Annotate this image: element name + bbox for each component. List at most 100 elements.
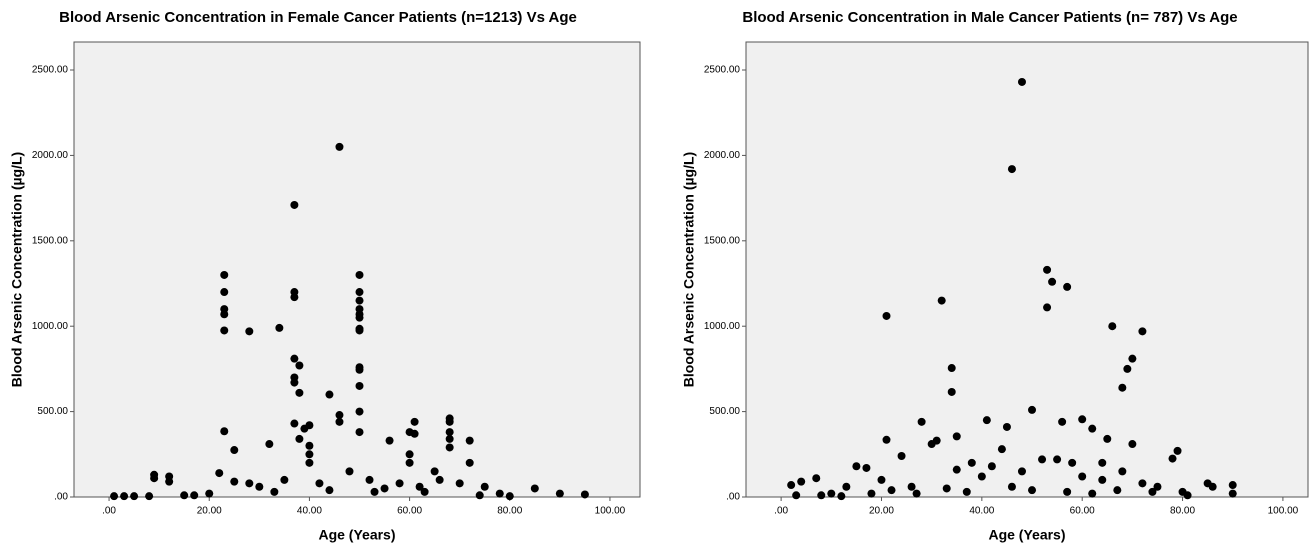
point <box>465 458 474 467</box>
point <box>345 467 354 476</box>
point <box>275 323 284 332</box>
point <box>917 417 926 426</box>
point <box>145 492 154 501</box>
point <box>365 475 374 484</box>
x-tick-label: 40.00 <box>297 506 322 517</box>
point <box>395 479 404 488</box>
point <box>230 446 239 455</box>
point <box>220 326 229 335</box>
point <box>967 458 976 467</box>
point <box>255 482 264 491</box>
point <box>165 477 174 486</box>
point <box>887 486 896 495</box>
point <box>150 474 159 483</box>
point <box>435 475 444 484</box>
point <box>1068 458 1077 467</box>
point <box>290 293 299 302</box>
y-tick-label: 2500.00 <box>32 65 69 76</box>
point <box>405 450 414 459</box>
point <box>505 492 514 501</box>
chart: Blood Arsenic Concentration in Female Ca… <box>9 9 641 543</box>
point <box>812 474 821 483</box>
point <box>300 424 309 433</box>
point <box>912 489 921 498</box>
point <box>827 489 836 498</box>
point <box>1138 327 1147 336</box>
point <box>445 417 454 426</box>
point <box>290 419 299 428</box>
point <box>1088 424 1097 433</box>
point <box>837 492 846 501</box>
y-tick-label: 1000.00 <box>704 321 741 332</box>
point <box>355 270 364 279</box>
point <box>952 465 961 474</box>
point <box>290 378 299 387</box>
point <box>295 361 304 370</box>
point <box>370 487 379 496</box>
point <box>530 484 539 493</box>
point <box>420 487 429 496</box>
point <box>270 487 279 496</box>
point <box>355 381 364 390</box>
point <box>130 492 139 501</box>
point <box>305 441 314 450</box>
point <box>1017 77 1026 86</box>
point <box>355 407 364 416</box>
point <box>475 491 484 500</box>
plot-area <box>745 41 1309 498</box>
point <box>1002 422 1011 431</box>
point <box>280 475 289 484</box>
point <box>380 484 389 493</box>
point <box>997 445 1006 454</box>
point <box>355 288 364 297</box>
x-tick-label: .00 <box>102 506 116 517</box>
point <box>1058 417 1067 426</box>
y-tick-label: 2000.00 <box>704 150 741 161</box>
point <box>1043 265 1052 274</box>
point <box>1007 482 1016 491</box>
point <box>355 365 364 374</box>
point <box>1228 489 1237 498</box>
point <box>295 434 304 443</box>
point <box>455 479 464 488</box>
point <box>335 411 344 420</box>
x-tick-label: 80.00 <box>1170 506 1195 517</box>
point <box>465 436 474 445</box>
point <box>230 477 239 486</box>
point <box>1048 277 1057 286</box>
point <box>295 388 304 397</box>
point <box>495 489 504 498</box>
x-axis-label: Age (Years) <box>988 527 1065 543</box>
point <box>952 432 961 441</box>
y-tick-label: 1500.00 <box>704 235 741 246</box>
point <box>1108 322 1117 331</box>
point <box>842 482 851 491</box>
point <box>205 489 214 498</box>
point <box>265 440 274 449</box>
y-tick-label: 1500.00 <box>32 235 69 246</box>
point <box>927 440 936 449</box>
point <box>1028 405 1037 414</box>
point <box>787 481 796 490</box>
y-tick-label: 2500.00 <box>704 65 741 76</box>
point <box>220 310 229 319</box>
point <box>1183 491 1192 500</box>
point <box>907 482 916 491</box>
y-tick-label: 1000.00 <box>32 321 69 332</box>
point <box>580 490 589 499</box>
point <box>405 458 414 467</box>
point <box>180 491 189 500</box>
point <box>305 458 314 467</box>
point <box>1173 446 1182 455</box>
point <box>1007 165 1016 174</box>
x-tick-label: 100.00 <box>595 506 626 517</box>
point <box>480 482 489 491</box>
y-tick-label: 2000.00 <box>32 150 69 161</box>
point <box>792 491 801 500</box>
point <box>290 200 299 209</box>
point <box>1028 486 1037 495</box>
point <box>962 487 971 496</box>
y-axis-label: Blood Arsenic Concentration (µg/L) <box>9 152 25 387</box>
point <box>867 489 876 498</box>
point <box>937 296 946 305</box>
